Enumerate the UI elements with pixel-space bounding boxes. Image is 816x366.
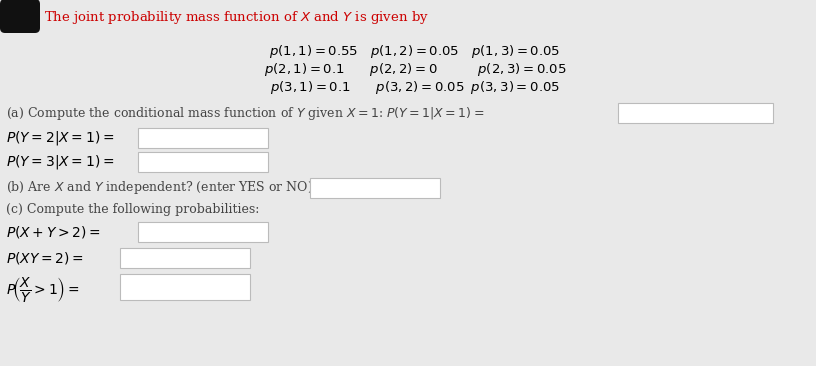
Text: (b) Are $X$ and $Y$ independent? (enter YES or NO): (b) Are $X$ and $Y$ independent? (enter …: [6, 179, 313, 197]
FancyBboxPatch shape: [120, 274, 250, 300]
Text: $p(2,1) = 0.1 \qquad p(2,2) = 0 \qquad\quad\, p(2,3) = 0.05$: $p(2,1) = 0.1 \qquad p(2,2) = 0 \qquad\q…: [264, 61, 566, 78]
Text: $P(Y = 2|X = 1) =$: $P(Y = 2|X = 1) =$: [6, 129, 114, 147]
FancyBboxPatch shape: [138, 128, 268, 148]
Text: (a) Compute the conditional mass function of $Y$ given $X = 1$: $P(Y = 1|X = 1) : (a) Compute the conditional mass functio…: [6, 105, 484, 122]
FancyBboxPatch shape: [138, 152, 268, 172]
FancyBboxPatch shape: [120, 248, 250, 268]
Text: $P(XY = 2) =$: $P(XY = 2) =$: [6, 250, 84, 266]
Text: The joint probability mass function of $X$ and $Y$ is given by: The joint probability mass function of $…: [44, 8, 429, 26]
FancyBboxPatch shape: [138, 222, 268, 242]
FancyBboxPatch shape: [310, 178, 440, 198]
Text: $P(X + Y > 2) =$: $P(X + Y > 2) =$: [6, 224, 101, 240]
Text: $P(Y = 3|X = 1) =$: $P(Y = 3|X = 1) =$: [6, 153, 114, 171]
Text: $p(1,1) = 0.55 \quad p(1,2) = 0.05 \quad p(1,3) = 0.05$: $p(1,1) = 0.55 \quad p(1,2) = 0.05 \quad…: [269, 44, 561, 60]
FancyBboxPatch shape: [618, 103, 773, 123]
Text: $p(3,1) = 0.1 \qquad p(3,2) = 0.05 \;\; p(3,3) = 0.05$: $p(3,1) = 0.1 \qquad p(3,2) = 0.05 \;\; …: [270, 79, 560, 97]
Text: (c) Compute the following probabilities:: (c) Compute the following probabilities:: [6, 203, 259, 217]
Text: $P\!\left(\dfrac{X}{Y} > 1\right) =$: $P\!\left(\dfrac{X}{Y} > 1\right) =$: [6, 276, 80, 305]
FancyBboxPatch shape: [0, 0, 40, 33]
